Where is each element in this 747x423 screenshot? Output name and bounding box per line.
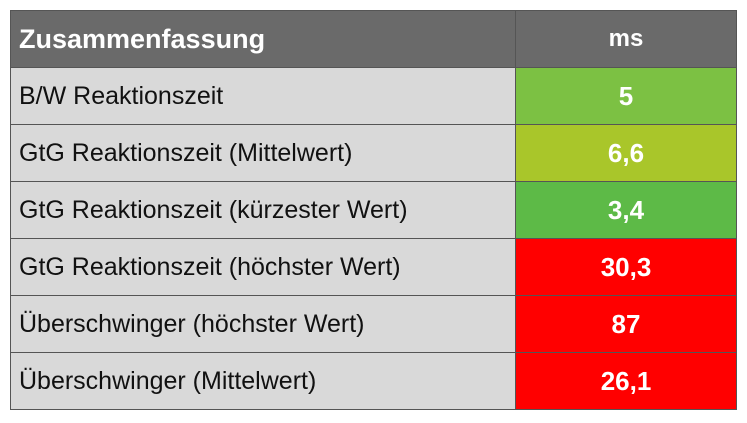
table-body: B/W Reaktionszeit 5 GtG Reaktionszeit (Mit… bbox=[10, 67, 737, 410]
label-cell: GtG Reaktionszeit (Mittelwert) bbox=[10, 124, 516, 182]
table-row: Überschwinger (Mittelwert) 26,1 bbox=[10, 352, 737, 410]
table-row: Überschwinger (höchster Wert) 87 bbox=[10, 295, 737, 353]
value-cell: 26,1 bbox=[515, 352, 737, 410]
header-cell: Zusammenfassung bbox=[10, 10, 516, 68]
value-cell: 6,6 bbox=[515, 124, 737, 182]
label-cell: GtG Reaktionszeit (höchster Wert) bbox=[10, 238, 516, 296]
label-cell: B/W Reaktionszeit bbox=[10, 67, 516, 125]
label-cell: GtG Reaktionszeit (kürzester Wert) bbox=[10, 181, 516, 239]
summary-table: Zusammenfassung ms B/W Reaktionszeit 5 GtG… bbox=[10, 10, 737, 410]
label-cell: Überschwinger (Mittelwert) bbox=[10, 352, 516, 410]
table-row: B/W Reaktionszeit 5 bbox=[10, 67, 737, 125]
table-row: GtG Reaktionszeit (Mittelwert) 6,6 bbox=[10, 124, 737, 182]
table-row: GtG Reaktionszeit (kürzester Wert) 3,4 bbox=[10, 181, 737, 239]
header-row: Zusammenfassung ms bbox=[10, 10, 737, 68]
value-cell: 3,4 bbox=[515, 181, 737, 239]
value-cell: 87 bbox=[515, 295, 737, 353]
table-row: GtG Reaktionszeit (höchster Wert) 30,3 bbox=[10, 238, 737, 296]
header-cell: ms bbox=[515, 10, 737, 68]
value-cell: 30,3 bbox=[515, 238, 737, 296]
value-cell: 5 bbox=[515, 67, 737, 125]
label-cell: Überschwinger (höchster Wert) bbox=[10, 295, 516, 353]
